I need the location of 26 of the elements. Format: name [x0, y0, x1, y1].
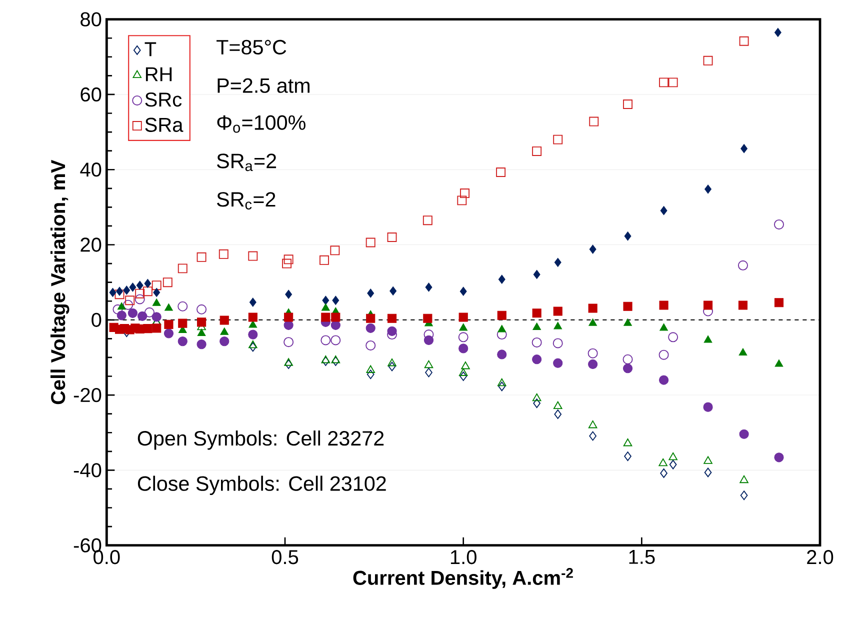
x-tick-label: 1.5 — [629, 550, 655, 564]
x-tick-label: 1.0 — [450, 550, 476, 564]
y-tick-label: 80 — [80, 12, 102, 26]
y-axis-title: Cell Voltage Variation, mV — [50, 160, 70, 404]
annotation: Open Symbols: Cell 23272 — [138, 430, 384, 450]
annotation: Close Symbols: Cell 23102 — [138, 476, 386, 495]
annotation: SR$_{a}$=2 — [217, 154, 276, 172]
y-tick-label: -60 — [74, 538, 102, 552]
legend-label: T — [144, 42, 156, 56]
y-tick-label: -20 — [74, 388, 102, 402]
annotation: P=2.5 atm — [218, 78, 310, 93]
legend-label: RH — [146, 67, 172, 82]
legend-label: SRa — [145, 118, 184, 132]
x-tick-label: 0.5 — [272, 550, 298, 564]
y-tick-label: 0 — [92, 312, 102, 327]
annotation: Φ$_{o}$=100% — [217, 115, 306, 133]
x-tick-label: 2.0 — [807, 550, 834, 564]
x-axis-title: Current Density, A.cm$^{-2}$ — [353, 568, 573, 589]
annotation: SR$_{c}$=2 — [217, 192, 276, 210]
y-tick-label: 20 — [80, 238, 102, 252]
legend-label: SRc — [145, 92, 182, 107]
y-tick-label: -40 — [74, 463, 102, 478]
x-tick-label: 0.0 — [94, 550, 120, 564]
y-tick-label: 60 — [80, 87, 102, 102]
y-tick-label: 40 — [80, 162, 102, 177]
annotation: T=85°C — [216, 40, 286, 55]
